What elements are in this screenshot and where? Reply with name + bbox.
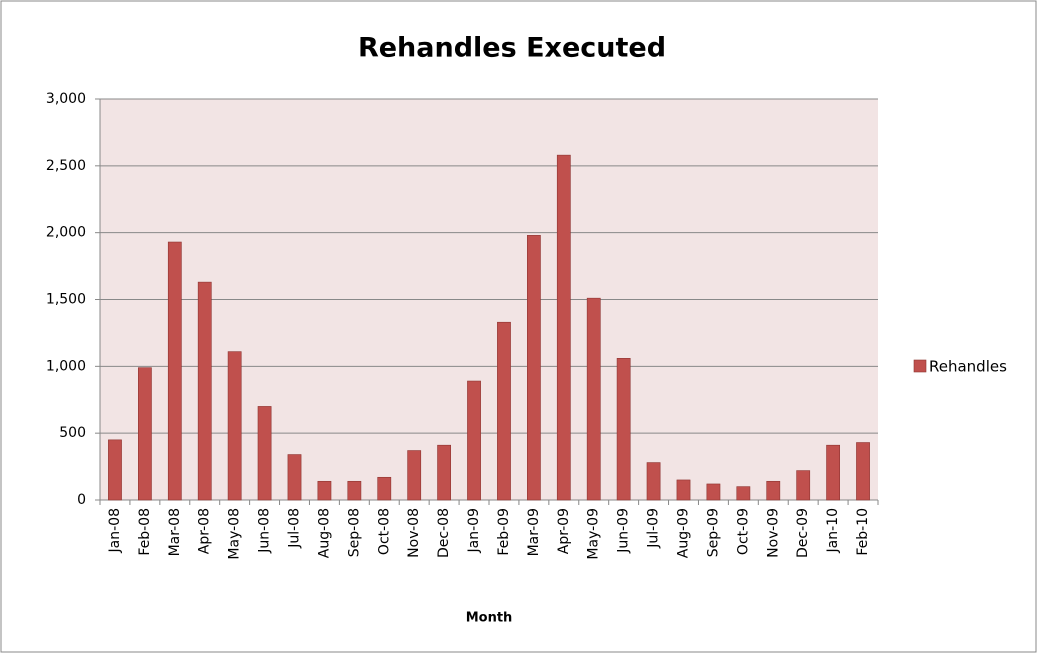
x-tick-label: Oct-08 [376,508,392,555]
bar [467,380,481,501]
x-tick-label: Feb-08 [137,508,153,556]
x-tick-label: Jan-10 [825,508,841,553]
bar [227,351,242,501]
bar [347,480,362,501]
x-tick-label: Jul-09 [646,508,662,549]
x-tick-label: Mar-08 [167,508,183,556]
x-tick-label: Jul-08 [287,508,303,549]
bar [138,367,152,501]
y-tick-label: 1,000 [46,358,86,374]
bar [736,486,751,501]
x-tick-label: Jan-08 [107,508,123,553]
x-tick-label: Nov-09 [765,508,781,558]
x-tick-label: Feb-10 [855,508,871,556]
bar [317,480,332,501]
bar [407,450,422,501]
x-tick-label: Apr-09 [556,508,572,554]
x-axis-title: Month [466,611,513,626]
legend-label: Rehandles [929,358,1007,376]
bar [197,281,212,501]
x-tick-label: Feb-09 [496,508,512,556]
bar [856,442,870,501]
bar [616,358,631,501]
bar [497,321,511,501]
x-tick-label: Sep-09 [705,508,721,557]
bar [527,235,541,501]
bar [706,483,721,501]
legend-swatch [913,359,927,373]
y-tick-label: 2,500 [46,158,86,174]
bar [586,297,601,501]
y-tick-label: 0 [77,492,86,508]
y-tick-label: 2,000 [46,225,86,241]
bar [556,154,571,501]
bar [796,470,811,501]
bar [108,439,122,501]
bar [766,480,781,501]
bar [257,406,272,501]
x-tick-label: Jan-09 [466,508,482,553]
bar [676,479,691,501]
chart-title: Rehandles Executed [358,33,666,64]
x-tick-label: May-09 [586,508,602,560]
y-tick-label: 3,000 [46,91,86,107]
bar [167,241,182,501]
x-tick-label: Sep-08 [346,508,362,557]
bar [826,444,840,501]
x-tick-label: Mar-09 [526,508,542,556]
bar [377,476,392,501]
y-tick-label: 500 [59,425,86,441]
x-tick-label: Aug-08 [316,508,332,558]
bar [646,462,661,501]
y-tick-label: 1,500 [46,292,86,308]
x-tick-label: Dec-09 [795,508,811,558]
x-tick-label: Nov-08 [406,508,422,558]
bar [287,454,302,501]
bar [437,444,451,501]
x-tick-label: Dec-08 [436,508,452,558]
x-tick-label: May-08 [227,508,243,560]
x-tick-label: Oct-09 [735,508,751,555]
x-tick-label: Apr-08 [197,508,213,554]
x-tick-label: Jun-08 [257,508,273,554]
x-tick-label: Aug-09 [676,508,692,558]
x-tick-label: Jun-09 [616,508,632,554]
